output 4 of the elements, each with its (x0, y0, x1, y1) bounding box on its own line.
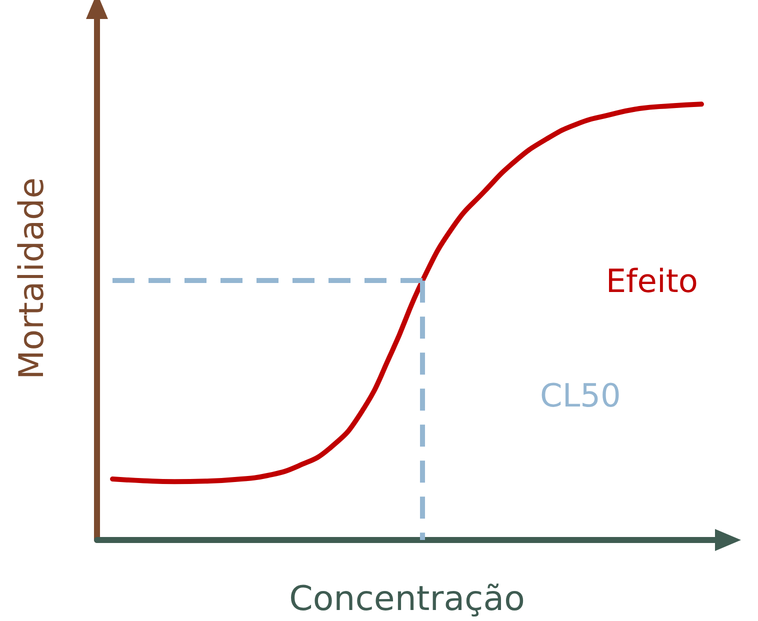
text: Efeito (606, 262, 698, 300)
y-axis-title: Mortalidade (12, 177, 52, 380)
x-axis-title: Concentração (289, 579, 525, 619)
ref-line-label: CL50 (540, 376, 621, 414)
